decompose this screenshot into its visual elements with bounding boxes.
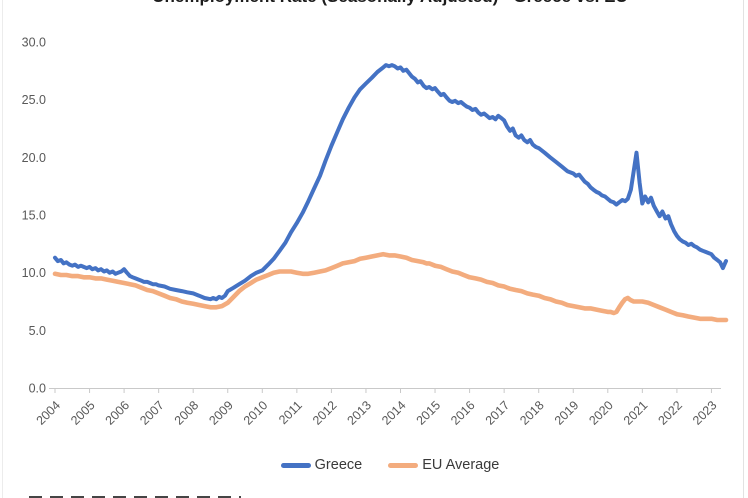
x-tick-label: 2013 — [345, 398, 375, 428]
x-tick-label: 2022 — [655, 398, 685, 428]
y-tick-label: 30.0 — [22, 36, 46, 50]
x-tick-label: 2020 — [586, 398, 616, 428]
y-tick-label: 20.0 — [22, 151, 46, 165]
x-tick-label: 2023 — [690, 398, 720, 428]
x-tick-label: 2021 — [621, 398, 651, 428]
x-tick-label: 2014 — [379, 398, 409, 428]
x-tick-label: 2015 — [414, 398, 444, 428]
y-tick-label: 25.0 — [22, 93, 46, 107]
clipped-content-below — [29, 496, 241, 498]
legend-label-greece: Greece — [314, 457, 363, 473]
x-tick-label: 2008 — [172, 398, 202, 428]
left-edge-divider — [2, 0, 3, 498]
x-tick-label: 2017 — [483, 398, 513, 428]
y-tick-label: 0.0 — [29, 382, 46, 396]
x-tick-label: 2019 — [552, 398, 582, 428]
x-tick-label: 2011 — [276, 398, 305, 427]
x-tick-label: 2006 — [103, 398, 133, 428]
x-tick-label: 2018 — [517, 398, 547, 428]
right-edge-divider — [743, 0, 744, 498]
greece-line-swatch — [280, 462, 311, 468]
x-tick-label: 2005 — [68, 398, 98, 428]
legend-label-eu-average: EU Average — [422, 457, 500, 473]
chart-title: Unemployment Rate (Seasonally Adjusted) … — [32, 0, 748, 7]
eu-average-line — [52, 251, 729, 323]
x-tick-label: 2007 — [137, 398, 167, 428]
chart-legend: Greece EU Average — [0, 453, 748, 477]
x-tick-label: 2004 — [34, 398, 64, 428]
greece-line — [53, 63, 728, 302]
x-tick-label: 2012 — [310, 398, 340, 428]
legend-item-greece: Greece — [280, 457, 363, 473]
y-tick-label: 10.0 — [22, 266, 46, 280]
legend-item-eu-average: EU Average — [388, 457, 499, 473]
x-tick-label: 2009 — [206, 398, 236, 428]
y-tick-label: 5.0 — [29, 324, 46, 338]
x-tick-label: 2010 — [241, 398, 271, 428]
y-tick-label: 15.0 — [22, 209, 46, 223]
x-tick-label: 2016 — [448, 398, 478, 428]
eu-average-line-swatch — [388, 462, 419, 468]
